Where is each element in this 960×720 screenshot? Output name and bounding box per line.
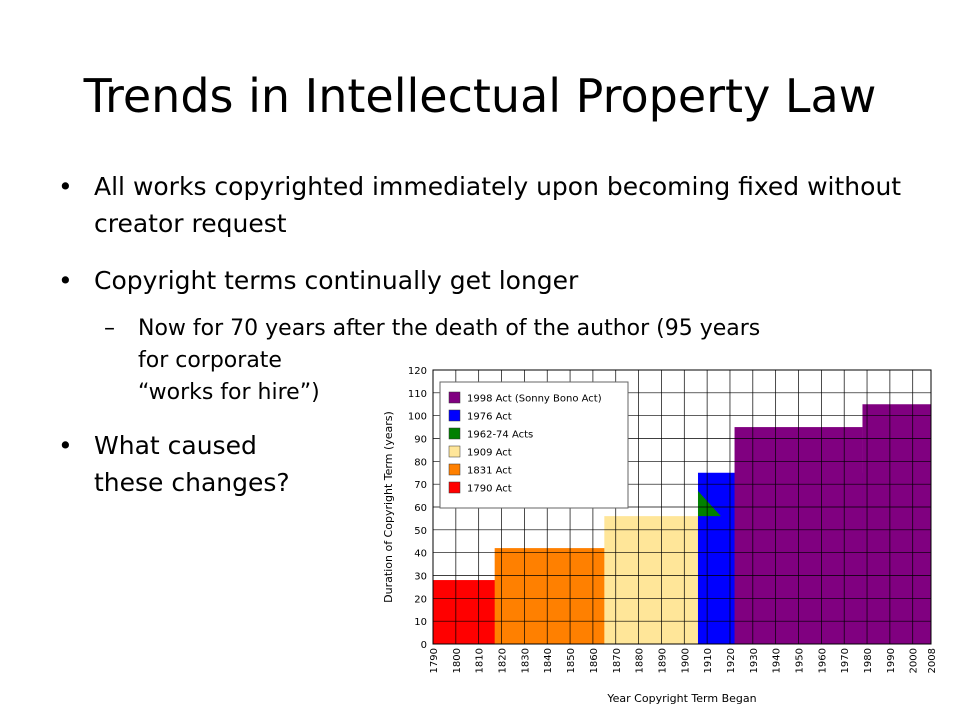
x-tick-label: 1870 <box>612 648 623 673</box>
x-tick-label: 1790 <box>429 648 440 673</box>
legend-swatch <box>448 409 461 422</box>
y-tick-label: 90 <box>414 435 427 446</box>
x-tick-label: 1830 <box>520 648 531 673</box>
legend-swatch <box>448 391 461 404</box>
bullet-marker: • <box>58 431 73 460</box>
x-tick-label: 1930 <box>749 648 760 673</box>
y-tick-label: 100 <box>408 412 427 423</box>
x-tick-label: 1890 <box>657 648 668 673</box>
copyright-term-chart: 0 10 20 30 40 50 60 70 80 90 100 110 120 1790 1800 1810… <box>378 358 948 712</box>
sub-bullet-line: Now for 70 years after the death of the … <box>138 316 761 341</box>
x-tick-label: 1990 <box>886 648 897 673</box>
x-tick-label: 1840 <box>543 648 554 673</box>
bullet-marker: • <box>58 172 73 201</box>
x-tick-label: 2000 <box>909 648 920 673</box>
plot-frame <box>432 369 932 645</box>
y-tick-label: 60 <box>414 503 427 514</box>
bullet-text: Copyright terms continually get longer <box>94 266 579 295</box>
x-tick-label: 1970 <box>840 648 851 673</box>
sub-bullet-line: for corporate <box>138 348 282 373</box>
y-tick-label: 10 <box>414 617 427 628</box>
y-axis-title: Duration of Copyright Term (years) <box>382 411 395 603</box>
series-area-wedge <box>697 491 721 517</box>
y-tick-label: 70 <box>414 480 427 491</box>
legend-swatch <box>448 481 461 494</box>
legend-label: 1976 Act <box>467 412 512 423</box>
x-tick-label: 1810 <box>475 648 486 673</box>
bullet-text: What caused <box>94 431 257 460</box>
y-tick-label: 20 <box>414 594 427 605</box>
y-tick-label: 40 <box>414 549 427 560</box>
x-tick-label: 1980 <box>863 648 874 673</box>
x-tick-label: 2008 <box>927 648 938 673</box>
legend-label: 1831 Act <box>467 466 512 477</box>
sub-bullet-line: “works for hire”) <box>138 380 320 405</box>
x-tick-label: 1960 <box>817 648 828 673</box>
x-axis-title: Year Copyright Term Began <box>606 692 756 705</box>
x-tick-label: 1880 <box>635 648 646 673</box>
series-area-segment <box>862 404 931 644</box>
x-tick-label: 1900 <box>680 648 691 673</box>
y-tick-label: 110 <box>408 389 427 400</box>
bullet-text: All works copyrighted immediately upon b… <box>94 172 902 238</box>
y-tick-label: 120 <box>408 366 427 377</box>
legend-box <box>439 381 629 509</box>
slide-title: Trends in Intellectual Property Law <box>83 69 877 123</box>
sub-bullet-item: – Now for 70 years after the death of th… <box>58 313 918 409</box>
x-tick-label: 1920 <box>726 648 737 673</box>
bullet-list: • All works copyrighted immediately upon… <box>58 168 918 521</box>
x-tick-label: 1860 <box>589 648 600 673</box>
y-tick-label: 80 <box>414 457 427 468</box>
x-tick-label: 1940 <box>772 648 783 673</box>
legend-label: 1962-74 Acts <box>467 430 533 441</box>
legend-label: 1998 Act (Sonny Bono Act) <box>467 394 602 405</box>
x-tick-label: 1950 <box>795 648 806 673</box>
legend-swatch <box>448 445 461 458</box>
y-tick-label: 0 <box>421 640 427 651</box>
x-tick-label: 1910 <box>703 648 714 673</box>
chart-svg: 0 10 20 30 40 50 60 70 80 90 100 110 120 1790 1800 1810… <box>382 366 938 705</box>
x-tick-label: 1850 <box>566 648 577 673</box>
legend-swatch <box>448 427 461 440</box>
sub-bullet-marker: – <box>104 316 115 341</box>
legend-label: 1909 Act <box>467 448 512 459</box>
bullet-item: • All works copyrighted immediately upon… <box>58 168 918 242</box>
x-tick-label: 1800 <box>452 648 463 673</box>
y-tick-label: 30 <box>414 572 427 583</box>
legend-label: 1790 Act <box>467 484 512 495</box>
x-tick-label: 1820 <box>498 648 509 673</box>
y-tick-label: 50 <box>414 526 427 537</box>
bullet-marker: • <box>58 266 73 295</box>
bullet-item: • Copyright terms continually get longer <box>58 262 918 299</box>
legend-swatch <box>448 463 461 476</box>
bullet-text: these changes? <box>94 468 290 497</box>
bullet-item: • What caused these changes? <box>58 427 918 501</box>
